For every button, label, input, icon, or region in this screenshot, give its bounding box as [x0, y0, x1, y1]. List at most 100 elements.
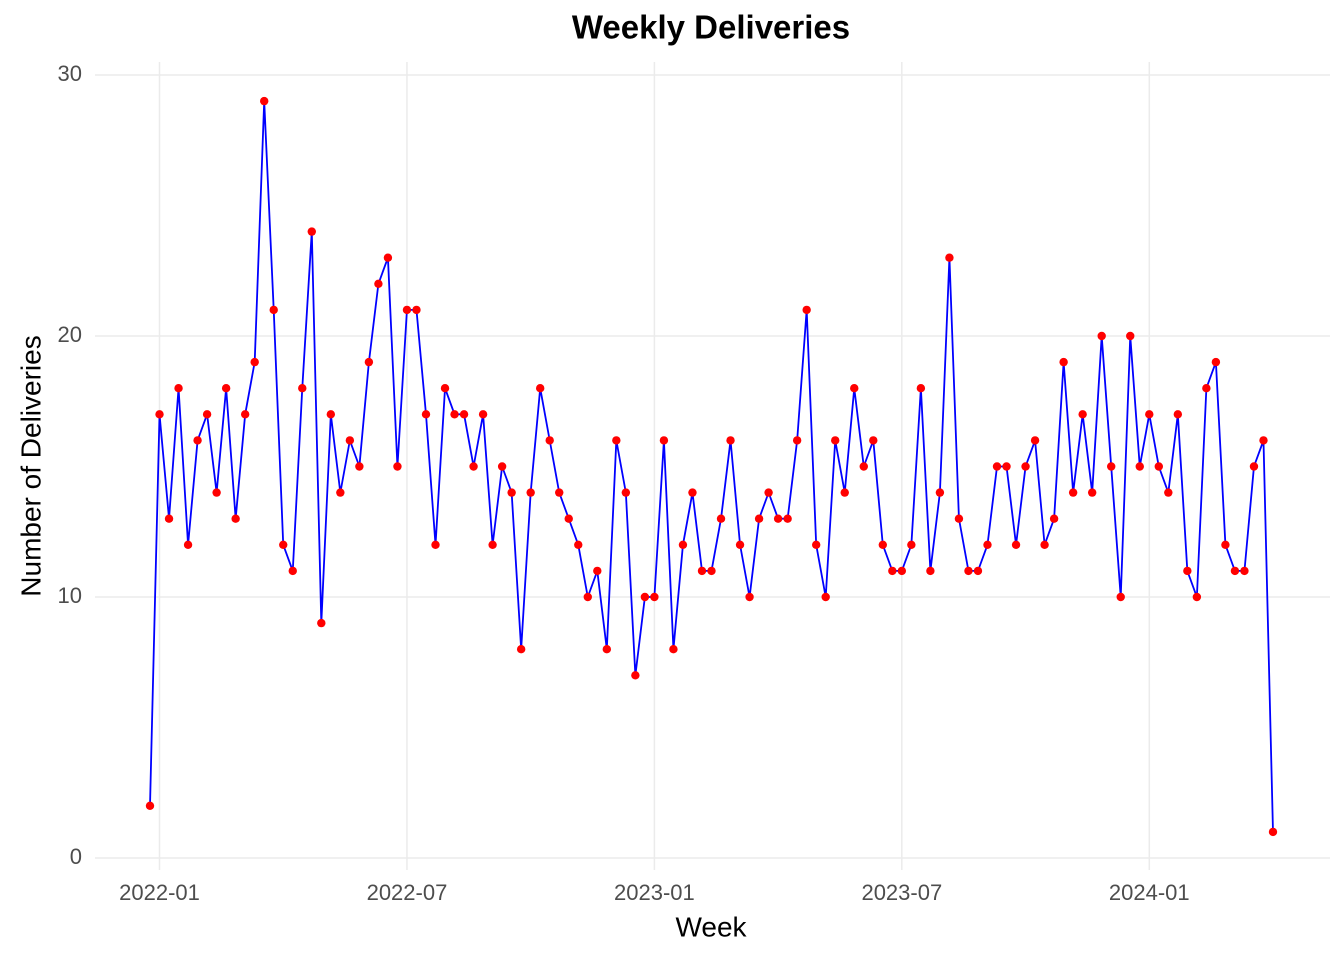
data-point: [145, 801, 155, 810]
data-point: [669, 645, 678, 654]
y-tick-label: 10: [58, 583, 82, 608]
data-point: [421, 410, 431, 419]
data-point: [764, 488, 773, 497]
data-point: [602, 645, 612, 654]
data-point: [336, 488, 345, 497]
data-point: [745, 592, 754, 602]
data-point: [1030, 436, 1040, 445]
data-point: [1021, 462, 1030, 471]
data-point: [983, 540, 992, 549]
data-point: [1107, 462, 1116, 471]
data-point: [1059, 357, 1068, 367]
x-axis-label: Week: [675, 911, 747, 942]
data-point: [593, 566, 602, 576]
data-point: [754, 514, 764, 523]
data-point: [212, 488, 221, 497]
data-point: [1202, 384, 1211, 393]
data-point: [964, 566, 973, 576]
data-point: [1259, 436, 1268, 445]
data-point: [869, 436, 878, 445]
data-point: [926, 566, 935, 576]
data-point: [831, 436, 840, 445]
data-point: [431, 540, 440, 549]
data-point: [574, 540, 583, 549]
data-point: [545, 436, 554, 445]
data-point: [840, 488, 849, 497]
x-tick-label: 2023-07: [861, 880, 942, 905]
data-point: [555, 488, 564, 497]
data-point: [355, 462, 364, 471]
data-point: [897, 566, 907, 576]
data-point: [459, 410, 469, 419]
data-point: [174, 384, 183, 393]
data-point: [326, 410, 336, 419]
data-line: [149, 101, 1274, 832]
data-point: [888, 566, 897, 576]
data-point: [1040, 540, 1049, 549]
data-point: [859, 462, 868, 471]
data-point: [802, 305, 811, 315]
data-point: [821, 592, 830, 602]
data-point: [269, 305, 278, 315]
data-point: [1049, 514, 1059, 523]
data-point: [507, 488, 516, 497]
data-point: [640, 592, 650, 602]
data-point: [935, 488, 945, 497]
data-point: [1011, 540, 1021, 549]
data-point: [783, 514, 792, 523]
data-point: [393, 462, 402, 471]
data-point: [364, 357, 374, 367]
data-point: [735, 540, 745, 549]
data-point: [240, 410, 250, 419]
data-point: [1078, 410, 1087, 419]
data-point: [478, 410, 488, 419]
x-tick-label: 2022-01: [119, 880, 200, 905]
data-point: [1164, 488, 1173, 497]
data-point: [488, 540, 497, 549]
data-point: [1087, 488, 1097, 497]
data-point: [1183, 566, 1192, 576]
data-point: [155, 410, 164, 419]
data-point: [945, 253, 954, 262]
y-axis-label: Number of Deliveries: [15, 335, 46, 596]
data-point: [383, 253, 393, 262]
data-point: [564, 514, 573, 523]
data-point: [716, 514, 726, 523]
data-point: [183, 540, 193, 549]
data-point: [412, 305, 421, 315]
x-tick-label: 2022-07: [367, 880, 448, 905]
data-point: [1240, 566, 1249, 576]
data-point: [1230, 566, 1240, 576]
data-point: [707, 566, 716, 576]
data-point: [1097, 331, 1106, 341]
data-point: [916, 384, 926, 393]
data-point: [1068, 488, 1078, 497]
data-point: [317, 618, 326, 628]
data-point: [1192, 592, 1202, 602]
data-point: [1268, 827, 1278, 837]
data-point: [450, 410, 459, 419]
data-point: [726, 436, 735, 445]
data-point: [288, 566, 297, 576]
data-point: [1126, 331, 1135, 341]
data-point: [1173, 410, 1183, 419]
data-point: [250, 357, 259, 367]
y-tick-label: 0: [70, 844, 82, 869]
data-point: [792, 436, 802, 445]
data-point: [345, 436, 355, 445]
data-point: [1154, 462, 1163, 471]
data-point: [307, 227, 316, 236]
data-point: [992, 462, 1002, 471]
data-point: [697, 566, 707, 576]
data-point: [202, 410, 212, 419]
data-point: [221, 384, 231, 393]
y-tick-label: 30: [58, 61, 82, 86]
data-point: [374, 279, 383, 288]
data-point: [1145, 410, 1154, 419]
data-point: [535, 384, 545, 393]
x-tick-label: 2023-01: [614, 880, 695, 905]
data-point: [850, 384, 859, 393]
chart-title: Weekly Deliveries: [572, 9, 850, 46]
data-point: [811, 540, 821, 549]
